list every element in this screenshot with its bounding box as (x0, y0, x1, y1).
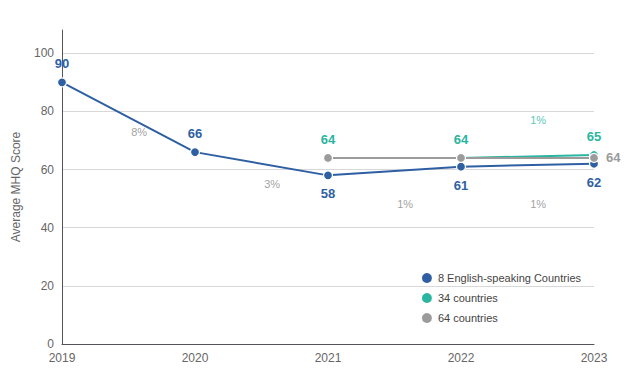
svg-text:1%: 1% (397, 198, 413, 210)
svg-text:80: 80 (41, 104, 55, 118)
svg-text:20: 20 (41, 279, 55, 293)
svg-text:8 English-speaking Countries: 8 English-speaking Countries (438, 272, 582, 284)
svg-text:0: 0 (47, 337, 54, 351)
svg-text:100: 100 (34, 46, 54, 60)
svg-text:Average MHQ Score: Average MHQ Score (9, 131, 23, 242)
svg-text:66: 66 (188, 126, 202, 141)
svg-text:64 countries: 64 countries (438, 312, 498, 324)
svg-text:1%: 1% (530, 114, 546, 126)
svg-text:2019: 2019 (49, 351, 76, 365)
svg-text:2021: 2021 (315, 351, 342, 365)
svg-text:64: 64 (321, 132, 336, 147)
svg-text:64: 64 (606, 150, 621, 165)
svg-text:2020: 2020 (182, 351, 209, 365)
svg-text:62: 62 (587, 175, 601, 190)
svg-text:2023: 2023 (581, 351, 608, 365)
svg-text:90: 90 (55, 56, 69, 71)
svg-text:40: 40 (41, 221, 55, 235)
svg-text:2022: 2022 (448, 351, 475, 365)
svg-text:58: 58 (321, 186, 335, 201)
svg-text:65: 65 (587, 129, 601, 144)
svg-text:34 countries: 34 countries (438, 292, 498, 304)
svg-text:60: 60 (41, 163, 55, 177)
svg-text:64: 64 (454, 132, 469, 147)
svg-text:1%: 1% (530, 198, 546, 210)
svg-text:61: 61 (454, 178, 468, 193)
svg-text:8%: 8% (131, 126, 147, 138)
svg-text:3%: 3% (264, 178, 280, 190)
